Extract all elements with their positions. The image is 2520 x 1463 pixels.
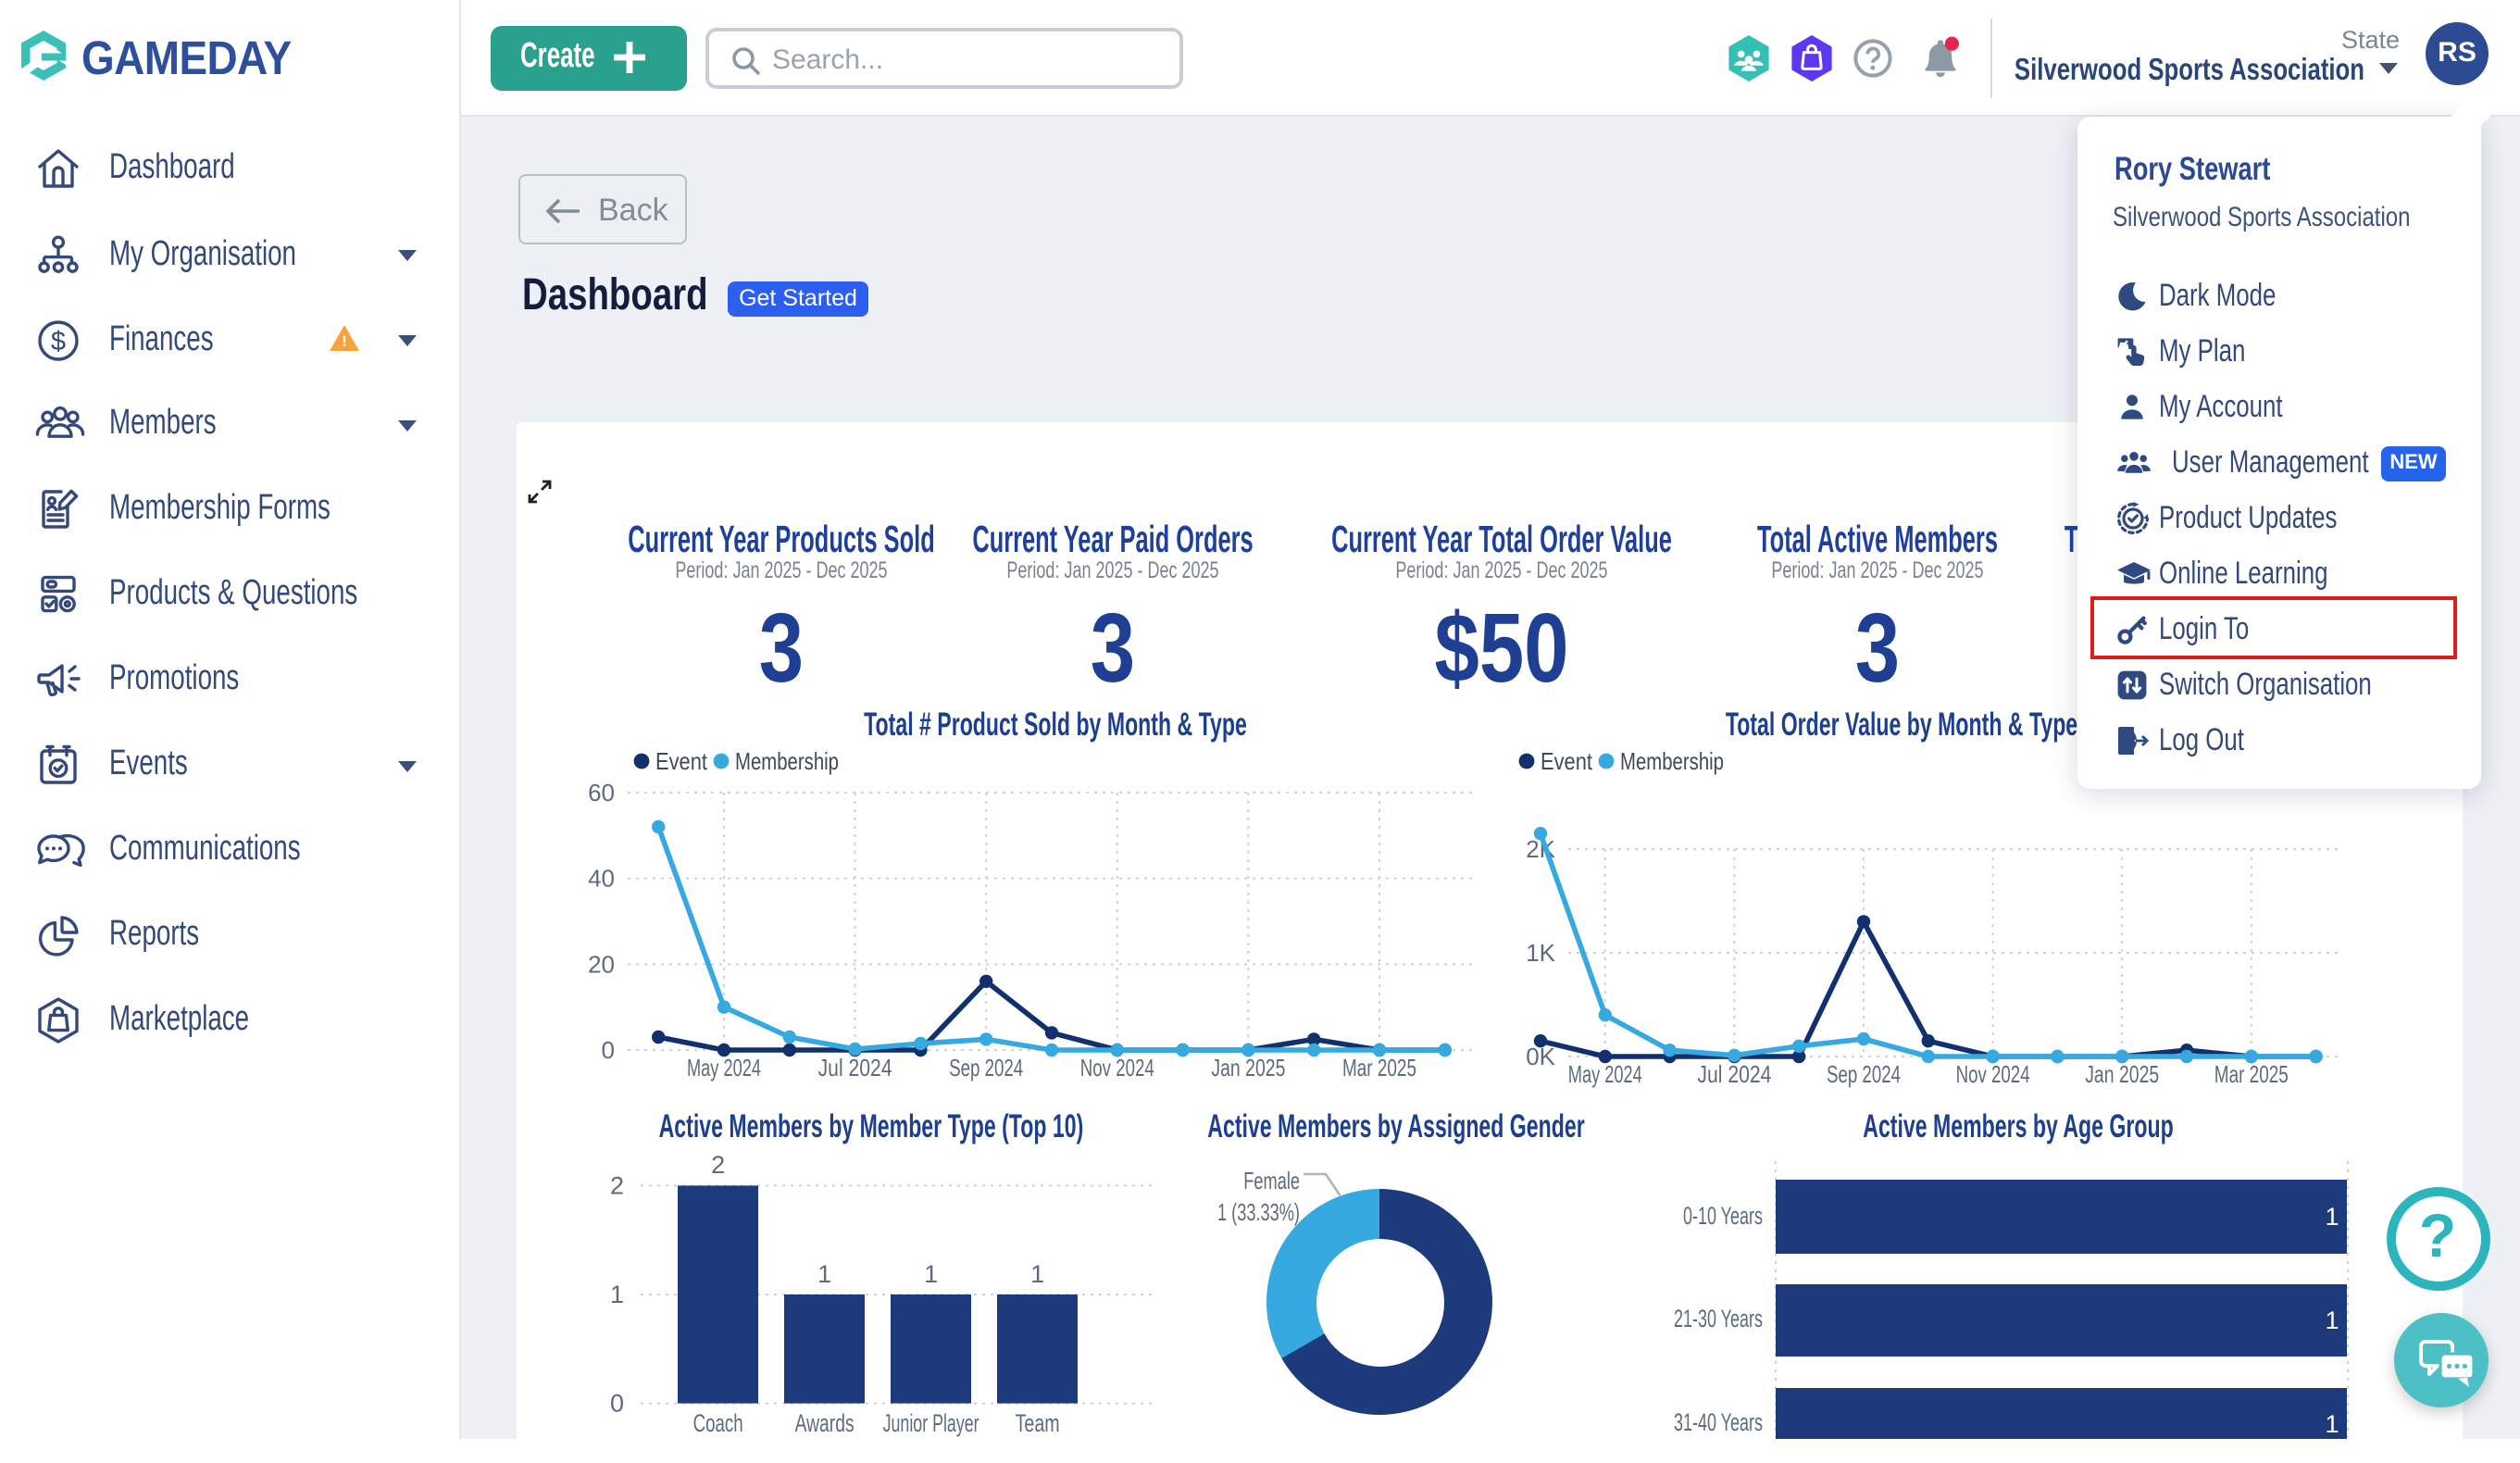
svg-text:Nov 2024: Nov 2024 xyxy=(1956,1060,2030,1088)
svg-text:Awards: Awards xyxy=(795,1409,855,1437)
svg-text:Jan 2025: Jan 2025 xyxy=(1211,1054,1285,1082)
svg-text:Team: Team xyxy=(1016,1409,1060,1437)
svg-text:May 2024: May 2024 xyxy=(1568,1060,1642,1088)
svg-text:1: 1 xyxy=(924,1260,938,1288)
svg-text:2: 2 xyxy=(610,1171,624,1199)
svg-text:Membership: Membership xyxy=(735,747,839,775)
svg-text:1: 1 xyxy=(2325,1307,2339,1334)
svg-text:Membership: Membership xyxy=(1620,747,1724,775)
svg-text:1: 1 xyxy=(1030,1260,1044,1288)
svg-text:1K: 1K xyxy=(1526,939,1555,967)
svg-text:21-30 Years: 21-30 Years xyxy=(1674,1305,1763,1332)
svg-text:1: 1 xyxy=(2325,1203,2339,1231)
svg-text:1: 1 xyxy=(610,1281,624,1308)
svg-text:60: 60 xyxy=(588,779,615,807)
svg-text:$: $ xyxy=(51,326,66,356)
svg-text:Junior Player: Junior Player xyxy=(883,1409,979,1437)
svg-text:20: 20 xyxy=(588,950,615,978)
svg-text:0: 0 xyxy=(602,1036,615,1064)
svg-text:Mar 2025: Mar 2025 xyxy=(2214,1060,2289,1088)
svg-text:1: 1 xyxy=(817,1260,831,1288)
svg-text:Jul 2024: Jul 2024 xyxy=(1697,1060,1771,1088)
svg-text:May 2024: May 2024 xyxy=(687,1054,761,1082)
svg-text:Event: Event xyxy=(1541,747,1593,775)
svg-text:1: 1 xyxy=(2325,1410,2339,1438)
svg-text:40: 40 xyxy=(588,865,615,893)
svg-text:Nov 2024: Nov 2024 xyxy=(1080,1054,1154,1082)
svg-text:Mar 2025: Mar 2025 xyxy=(1342,1054,1416,1082)
svg-text:Coach: Coach xyxy=(693,1409,743,1437)
svg-text:Jul 2024: Jul 2024 xyxy=(818,1054,892,1082)
svg-text:Event: Event xyxy=(655,747,708,775)
svg-text:Jan 2025: Jan 2025 xyxy=(2085,1060,2159,1088)
svg-text:Sep 2024: Sep 2024 xyxy=(1827,1060,1901,1088)
svg-text:Sep 2024: Sep 2024 xyxy=(949,1054,1023,1082)
svg-text:2: 2 xyxy=(711,1151,725,1179)
svg-text:0: 0 xyxy=(610,1390,624,1418)
svg-text:0-10 Years: 0-10 Years xyxy=(1683,1202,1763,1230)
svg-text:31-40 Years: 31-40 Years xyxy=(1674,1408,1763,1436)
